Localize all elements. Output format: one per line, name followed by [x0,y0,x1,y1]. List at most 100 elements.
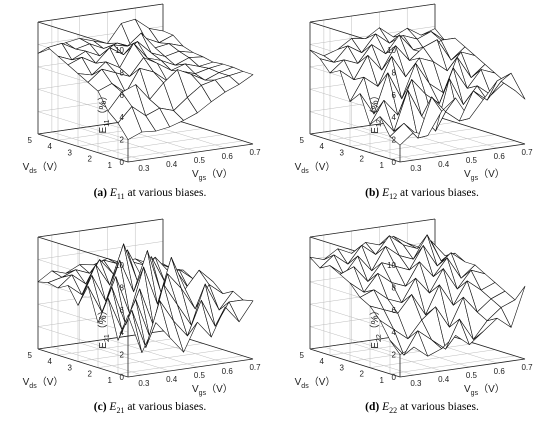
x-tick-label: 0.5 [194,371,206,380]
y-axis-label: Vds（V） [23,376,64,390]
surface-mesh [309,234,526,357]
floor-grid-line [389,140,516,160]
floor-grid-line [349,128,476,147]
z-tick-label: 0 [392,158,397,167]
x-tick-label: 0.6 [494,367,506,376]
surface-cell [500,72,526,100]
z-tick-label: 4 [392,113,397,122]
z-axis-label: E21（%） [97,305,111,348]
chart-panel-a: 0 2 4 6 8 10 0.3 0.4 0.5 0.6 0.7 1 2 3 4 5 E11（%） Vgs（V） V… [23,3,261,201]
y-axis-label: Vds（V） [23,161,64,175]
y-tick-label: 2 [360,155,365,164]
side-wall-grid-line [37,303,129,333]
z-tick-label: 10 [115,46,124,55]
surface-mesh [37,243,254,353]
y-tick-label: 3 [340,148,345,157]
z-tick-label: 2 [392,351,397,360]
y-tick-label: 3 [340,363,345,372]
x-tick-label: 0.7 [521,148,533,157]
x-axis-label: Vgs（V） [464,168,505,182]
x-axis-label: Vgs（V） [464,383,505,397]
side-wall-grid-line [37,326,129,355]
surface-cell [228,299,254,323]
z-tick-label: 0 [120,158,125,167]
x-axis-line [127,358,254,378]
y-tick-label: 3 [68,148,73,157]
z-tick-label: 6 [392,306,397,315]
y-axis-line [309,133,401,163]
z-tick-label: 4 [120,113,125,122]
y-tick-label: 1 [380,161,385,170]
x-axis-label: Vgs（V） [192,168,233,182]
y-tick-label: 5 [300,136,305,145]
floor-grid-line [77,128,204,147]
z-tick-label: 2 [120,136,125,145]
y-axis-label: Vds（V） [295,376,336,390]
x-tick-label: 0.4 [166,160,178,169]
z-tick-label: 0 [392,373,397,382]
z-axis-label: E11（%） [97,91,111,134]
z-tick-label: 10 [387,46,396,55]
z-axis-label: E22（%） [369,305,383,348]
floor-grid-line [51,131,142,161]
z-tick-label: 4 [120,328,125,337]
floor-grid-line [79,342,170,372]
y-tick-label: 1 [380,376,385,385]
back-wall-grid-line [37,241,164,260]
z-tick-label: 8 [392,283,397,292]
surface-cell [500,285,526,328]
x-tick-label: 0.4 [438,375,450,384]
x-tick-label: 0.5 [466,156,478,165]
floor-grid-line [79,127,170,157]
x-tick-label: 0.3 [138,379,150,388]
y-tick-label: 4 [320,142,325,151]
z-tick-label: 4 [392,328,397,337]
side-wall-grid-line [309,326,401,355]
y-tick-label: 5 [28,351,33,360]
panel-caption: (c) E21 at various biases. [94,401,207,415]
x-tick-label: 0.5 [466,371,478,380]
floor-grid-line [97,349,224,368]
y-tick-label: 4 [320,357,325,366]
x-tick-label: 0.6 [222,367,234,376]
floor-grid-line [323,131,414,161]
chart-panel-c: 0 2 4 6 8 10 0.3 0.4 0.5 0.6 0.7 1 2 3 4 5 E21（%） Vgs（V） V… [23,218,261,415]
surface-mesh [309,27,526,146]
x-tick-label: 0.4 [166,375,178,384]
floor-grid-line [369,134,496,153]
z-tick-label: 10 [115,261,124,270]
surface-cell [228,71,254,85]
z-tick-label: 6 [120,306,125,315]
z-tick-label: 10 [387,261,396,270]
x-axis-line [399,358,526,378]
x-tick-label: 0.7 [249,148,261,157]
surface-mesh [37,18,254,140]
floor-grid-line [369,349,496,368]
y-tick-label: 5 [28,136,33,145]
x-axis-label: Vgs（V） [192,383,233,397]
x-tick-label: 0.3 [410,379,422,388]
x-tick-label: 0.7 [521,363,533,372]
box-edge-line [309,3,436,23]
z-tick-label: 8 [120,68,125,77]
floor-grid-line [117,355,244,375]
floor-grid-line [323,346,414,376]
x-tick-label: 0.6 [222,152,234,161]
panel-caption: (d) E22 at various biases. [365,401,479,415]
x-tick-label: 0.4 [438,160,450,169]
y-tick-label: 2 [88,370,93,379]
z-tick-label: 6 [392,91,397,100]
floor-grid-line [117,140,244,160]
x-tick-label: 0.5 [194,156,206,165]
z-tick-label: 6 [120,91,125,100]
panel-caption: (b) E12 at various biases. [365,187,479,201]
y-tick-label: 3 [68,363,73,372]
y-tick-label: 1 [108,161,113,170]
z-tick-label: 0 [120,373,125,382]
floor-grid-line [351,342,442,372]
z-tick-label: 8 [120,283,125,292]
chart-panel-d: 0 2 4 6 8 10 0.3 0.4 0.5 0.6 0.7 1 2 3 4 5 E22（%） Vgs（V） V… [295,218,533,415]
x-axis-line [399,143,526,163]
x-axis-line [127,143,254,163]
